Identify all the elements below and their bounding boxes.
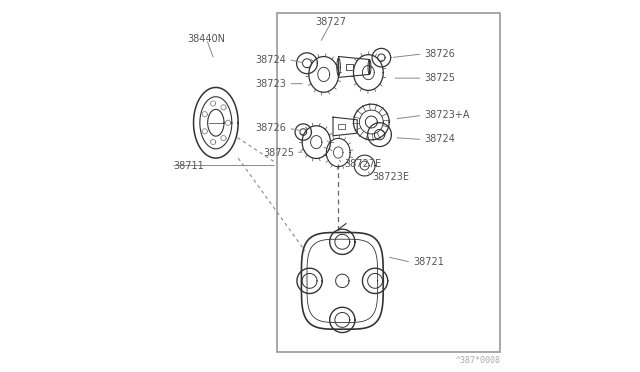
- Text: 38721: 38721: [413, 257, 444, 267]
- Text: 38727E: 38727E: [344, 159, 381, 169]
- Text: 38723E: 38723E: [372, 172, 409, 182]
- Bar: [346, 64, 353, 70]
- Text: 38724: 38724: [255, 55, 287, 64]
- Text: 38726: 38726: [424, 49, 455, 59]
- Text: 38724: 38724: [424, 135, 455, 144]
- Text: 38727: 38727: [316, 17, 347, 27]
- Text: 38723+A: 38723+A: [424, 110, 470, 120]
- Text: 38711: 38711: [173, 161, 204, 170]
- Text: 38723: 38723: [255, 79, 287, 89]
- Text: 38725: 38725: [263, 148, 294, 157]
- Text: ^387*0008: ^387*0008: [456, 356, 500, 365]
- Text: 38726: 38726: [255, 124, 287, 133]
- Bar: [277, 13, 500, 352]
- Text: 38440N: 38440N: [188, 34, 225, 44]
- Bar: [338, 124, 344, 129]
- Text: 38725: 38725: [424, 73, 455, 83]
